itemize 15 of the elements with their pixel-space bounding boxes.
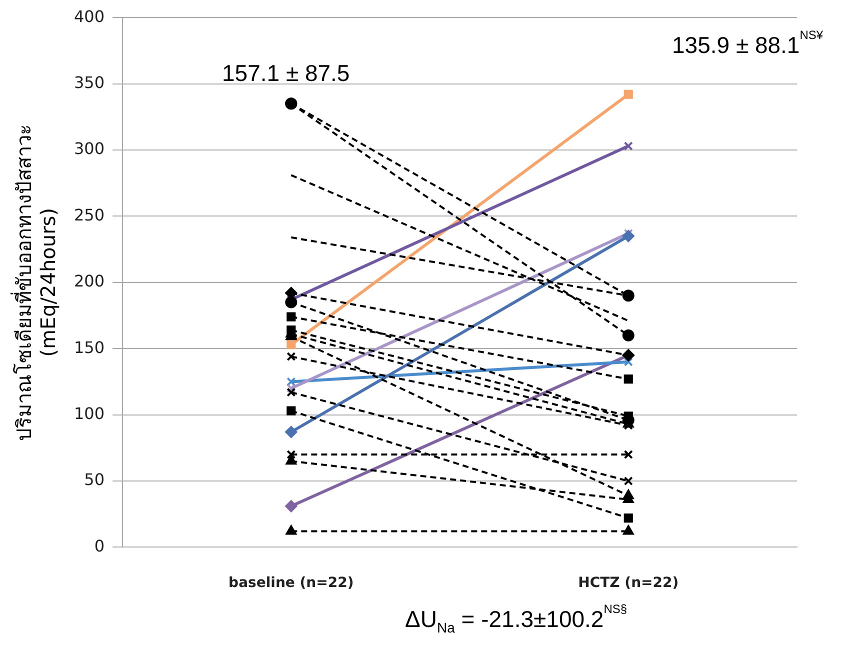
- y-tick-label: 100: [74, 404, 105, 423]
- y-axis-title: ปริมาณโซเดียมที่ขับออกทางปัสสาวะ (mEq/24hours): [10, 124, 60, 441]
- y-tick-label: 300: [74, 139, 105, 158]
- y-tick-label: 150: [74, 338, 105, 357]
- y-tick-label: 50: [84, 470, 105, 490]
- annotation: 135.9 ± 88.1$^{NS¥}$: [672, 28, 824, 59]
- y-tick-label: 0: [94, 536, 105, 556]
- y-tick-label: 250: [74, 205, 105, 224]
- y-tick-label: 400: [74, 6, 105, 26]
- x-tick-label: baseline (n=22): [228, 575, 354, 592]
- text: ΔU$_{Na}$ = -21.3±100.2$^{NS§}$: [405, 602, 628, 636]
- y-tick-label: 350: [74, 72, 105, 92]
- y-tick-label: 200: [74, 272, 105, 291]
- annotation: 157.1 ± 87.5: [222, 60, 350, 87]
- x-tick-label: HCTZ (n=22): [578, 575, 679, 592]
